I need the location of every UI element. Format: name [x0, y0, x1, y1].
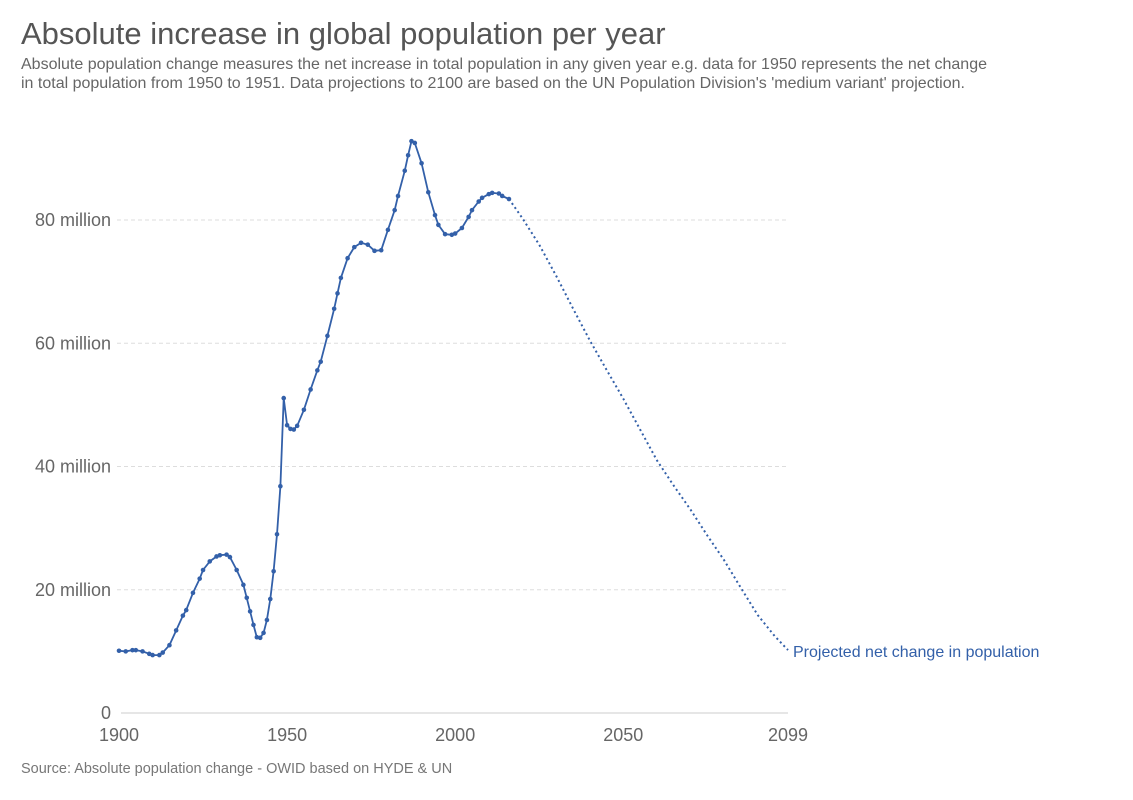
data-point — [395, 193, 401, 199]
projected-series-line — [508, 198, 789, 651]
data-point — [365, 242, 371, 247]
data-point — [392, 207, 397, 213]
data-point — [496, 191, 502, 196]
data-point — [325, 333, 330, 339]
data-point — [150, 652, 155, 658]
data-point — [284, 422, 290, 428]
y-tick-label: 40 million — [35, 457, 111, 477]
data-point — [432, 212, 438, 218]
data-point — [267, 596, 273, 602]
data-point — [452, 231, 458, 236]
data-point — [315, 368, 320, 373]
data-point — [412, 140, 418, 146]
data-point — [257, 635, 263, 641]
data-point — [489, 190, 495, 196]
data-point — [173, 628, 179, 633]
data-point — [459, 225, 465, 231]
series-lines — [118, 140, 789, 656]
data-point — [133, 647, 139, 653]
chart-subtitle: Absolute population change measures the … — [21, 56, 987, 92]
data-point — [123, 649, 129, 654]
data-point — [499, 193, 505, 199]
data-point — [331, 306, 337, 312]
data-point — [217, 552, 223, 558]
data-point — [338, 275, 344, 281]
x-tick-label: 2099 — [768, 725, 808, 745]
gridlines — [117, 219, 788, 714]
data-point — [130, 647, 135, 653]
observed-series-line — [118, 140, 510, 656]
data-point — [469, 207, 475, 213]
data-point — [358, 240, 364, 246]
data-point — [278, 483, 283, 489]
data-point — [140, 649, 145, 654]
data-point — [318, 359, 324, 365]
data-point — [183, 607, 189, 613]
data-point — [157, 652, 162, 658]
data-point — [385, 227, 391, 233]
data-point — [264, 617, 270, 623]
data-point — [345, 255, 350, 261]
data-point — [281, 395, 287, 401]
data-point — [167, 642, 172, 648]
data-point — [442, 231, 448, 237]
data-point — [234, 567, 239, 573]
data-point — [160, 650, 166, 655]
data-point — [180, 613, 186, 618]
data-point — [241, 582, 246, 588]
data-point — [261, 630, 266, 636]
data-point — [116, 648, 122, 654]
x-tick-label: 1950 — [267, 725, 307, 745]
data-point — [308, 387, 313, 392]
data-point — [271, 568, 276, 574]
data-point — [301, 407, 307, 413]
data-point — [190, 590, 196, 596]
y-axis-ticks: 0 20 million 40 million 60 million 80 millio… — [35, 210, 111, 723]
data-point — [419, 161, 424, 166]
x-axis-ticks: 1900 1950 2000 2050 2099 — [99, 725, 808, 745]
y-tick-label: 20 million — [35, 580, 111, 600]
data-point — [274, 531, 280, 537]
data-point — [425, 189, 431, 195]
data-point — [244, 595, 250, 601]
data-point — [197, 576, 202, 581]
x-tick-label: 1900 — [99, 725, 139, 745]
data-point — [251, 622, 256, 628]
chart-title: Absolute increase in global population p… — [21, 16, 666, 51]
data-point — [378, 247, 384, 253]
data-point — [200, 567, 206, 573]
data-point — [402, 168, 408, 173]
data-point — [479, 195, 485, 201]
data-point — [405, 152, 411, 158]
data-point — [294, 423, 300, 429]
y-tick-label: 60 million — [35, 333, 111, 353]
data-point — [207, 559, 213, 564]
series-label-projected: Projected net change in population — [793, 644, 1039, 661]
data-point — [466, 214, 471, 220]
series-markers — [116, 138, 512, 658]
x-tick-label: 2050 — [603, 725, 643, 745]
data-point — [436, 222, 441, 228]
data-point — [335, 291, 340, 296]
data-point — [224, 552, 229, 557]
data-point — [476, 199, 482, 204]
source-note: Source: Absolute population change - OWI… — [21, 761, 453, 777]
data-point — [352, 244, 357, 250]
data-point — [506, 196, 512, 202]
data-point — [227, 554, 233, 560]
data-point — [372, 248, 377, 254]
y-tick-label: 0 — [101, 703, 111, 723]
data-point — [247, 609, 253, 614]
data-point — [291, 427, 297, 432]
x-tick-label: 2000 — [435, 725, 475, 745]
y-tick-label: 80 million — [35, 210, 111, 230]
data-point — [409, 138, 414, 144]
